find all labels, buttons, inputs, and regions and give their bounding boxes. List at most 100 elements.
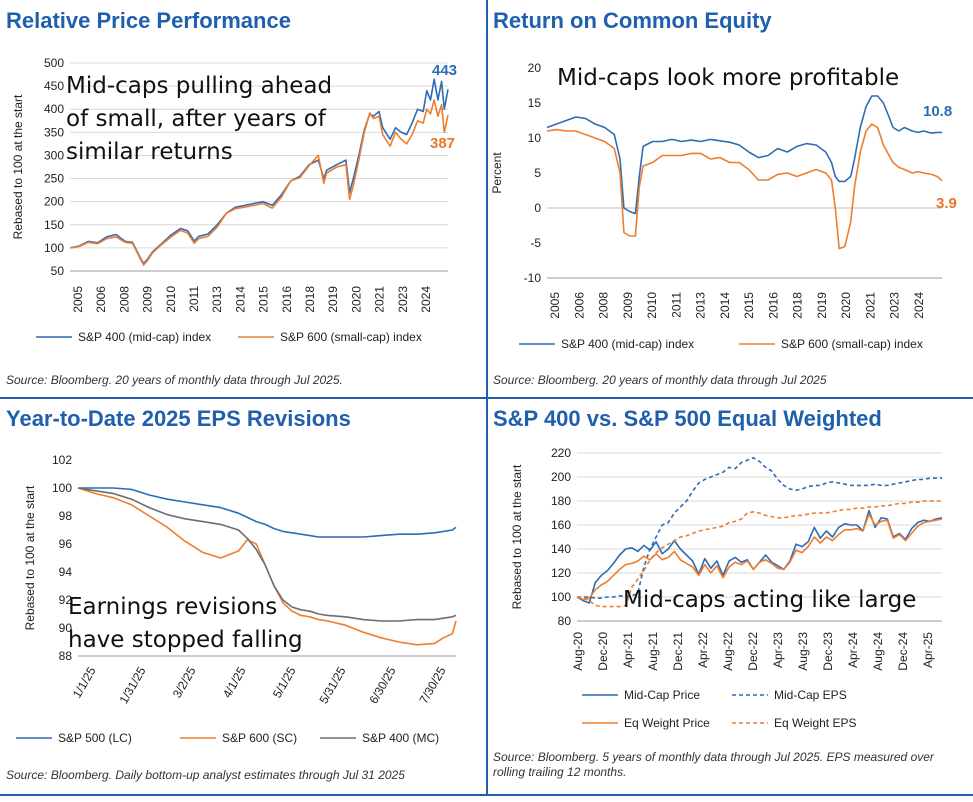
annotation-text: Mid-caps pulling ahead <box>66 73 332 99</box>
x-tick-label: 2013 <box>210 286 224 313</box>
bottom-divider <box>0 794 973 796</box>
x-tick-label: 2006 <box>94 286 108 313</box>
legend-label: S&P 600 (small-cap) index <box>781 337 923 351</box>
y-tick-label: 400 <box>44 102 64 116</box>
y-tick-label: 300 <box>44 148 64 162</box>
source-note: Source: Bloomberg. 20 years of monthly d… <box>6 373 343 387</box>
x-tick-label: 2023 <box>396 286 410 313</box>
x-tick-label: 3/2/25 <box>170 664 199 700</box>
x-tick-label: Aug-21 <box>646 632 660 671</box>
source-note: Source: Bloomberg. 5 years of monthly da… <box>493 750 934 779</box>
y-tick-label: 180 <box>551 494 571 508</box>
y-axis-label: Percent <box>490 152 504 194</box>
x-tick-label: 2019 <box>815 292 829 319</box>
legend-label: Mid-Cap Price <box>624 688 700 702</box>
x-tick-label: Dec-22 <box>746 632 760 671</box>
x-tick-label: 2020 <box>839 292 853 319</box>
legend-label: S&P 400 (MC) <box>362 731 439 745</box>
x-tick-label: 2009 <box>621 292 635 319</box>
series-line-0 <box>546 95 942 215</box>
end-value-label: 3.9 <box>936 195 957 212</box>
y-tick-label: 88 <box>59 649 73 663</box>
y-tick-label: 220 <box>551 446 571 460</box>
y-tick-label: -10 <box>524 271 542 285</box>
annotation-text: of small, after years of <box>66 106 327 132</box>
x-tick-label: Dec-23 <box>821 632 835 671</box>
y-tick-label: 250 <box>44 172 64 186</box>
y-tick-label: 10 <box>528 131 542 145</box>
x-tick-label: 2023 <box>888 292 902 319</box>
y-tick-label: 92 <box>59 593 73 607</box>
x-tick-label: 7/30/25 <box>416 664 448 706</box>
panel-title: Relative Price Performance <box>6 8 291 33</box>
end-value-label: 443 <box>432 62 457 79</box>
chart-sp400-vs-eqw: 80 100 120 140 160 180 200 220 Aug-20 Dec-20 Apr-2… <box>510 446 943 730</box>
legend-label: S&P 400 (mid-cap) index <box>78 330 211 344</box>
y-tick-label: 150 <box>44 218 64 232</box>
x-tick-label: Aug-24 <box>871 632 885 671</box>
x-tick-label: 2019 <box>326 286 340 313</box>
y-tick-label: 0 <box>534 201 541 215</box>
y-tick-label: 20 <box>528 61 542 75</box>
y-axis-label: Rebased to 100 at the start <box>11 94 25 239</box>
chart-eps-revisions: 88 90 92 94 96 98 100 102 1/1/25 1/31/25 3/2/25 4/1… <box>16 453 457 745</box>
annotation-text: have stopped falling <box>68 627 303 653</box>
x-tick-label: Dec-20 <box>596 632 610 671</box>
y-tick-label: 15 <box>528 96 542 110</box>
series-line-2 <box>77 487 457 622</box>
series-line-1 <box>77 487 457 646</box>
x-tick-label: Aug-22 <box>721 632 735 671</box>
legend-label: Eq Weight EPS <box>774 716 857 730</box>
y-tick-label: 102 <box>52 453 72 467</box>
x-tick-label: Dec-21 <box>671 632 685 671</box>
y-tick-label: 450 <box>44 79 64 93</box>
x-tick-label: 2021 <box>373 286 387 313</box>
y-tick-label: 100 <box>44 241 64 255</box>
y-tick-label: 200 <box>44 195 64 209</box>
x-tick-label: Aug-23 <box>796 632 810 671</box>
series-line-0 <box>69 78 449 265</box>
x-tick-label: 2010 <box>645 292 659 319</box>
y-tick-label: 96 <box>59 537 73 551</box>
y-tick-label: 140 <box>551 542 571 556</box>
x-tick-label: 2013 <box>694 292 708 319</box>
legend-label: Mid-Cap EPS <box>774 688 847 702</box>
x-tick-label: 2011 <box>187 286 201 312</box>
x-tick-label: 2024 <box>419 286 433 313</box>
x-tick-label: 2005 <box>71 286 85 313</box>
y-tick-label: 94 <box>59 565 73 579</box>
source-note: Source: Bloomberg. 20 years of monthly d… <box>493 373 827 387</box>
panel-sp400-vs-sp500: S&P 400 vs. S&P 500 Equal Weighted 80 100… <box>487 398 973 794</box>
y-tick-label: 100 <box>551 590 571 604</box>
panel-relative-price-performance: Relative Price Performance 50 100 150 200 25… <box>0 0 487 398</box>
annotation-text: similar returns <box>66 139 233 165</box>
chart-relative-price: 50 100 150 200 250 300 350 400 450 500 2005 2006 200… <box>11 56 457 344</box>
series-line-2 <box>576 513 943 601</box>
x-tick-label: 2024 <box>912 292 926 319</box>
x-tick-label: Apr-24 <box>846 632 860 668</box>
y-axis-label: Rebased to 100 at the start <box>510 464 524 609</box>
x-tick-label: 2016 <box>280 286 294 313</box>
x-tick-label: 2018 <box>303 286 317 313</box>
legend-label: S&P 600 (SC) <box>222 731 297 745</box>
horizontal-divider <box>0 397 973 399</box>
series-line-3 <box>576 500 942 608</box>
x-tick-label: 2015 <box>742 292 756 319</box>
y-tick-label: -5 <box>530 236 541 250</box>
x-tick-label: 2005 <box>548 292 562 319</box>
x-tick-label: 1/1/25 <box>70 664 99 700</box>
y-tick-label: 160 <box>551 518 571 532</box>
x-tick-label: 2020 <box>349 286 363 313</box>
y-tick-label: 98 <box>59 509 73 523</box>
x-tick-label: 2009 <box>141 286 155 313</box>
panel-return-on-equity: Return on Common Equity -10 -5 0 5 10 15 20 200… <box>487 0 973 398</box>
x-tick-label: 2015 <box>257 286 271 313</box>
panel-title: Year-to-Date 2025 EPS Revisions <box>6 406 351 431</box>
y-tick-label: 100 <box>52 481 72 495</box>
x-tick-label: 2016 <box>766 292 780 319</box>
y-tick-label: 5 <box>534 166 541 180</box>
x-tick-label: 2014 <box>233 286 247 313</box>
panel-title: Return on Common Equity <box>493 8 772 33</box>
x-tick-label: Aug-20 <box>571 632 585 671</box>
y-tick-label: 350 <box>44 125 64 139</box>
